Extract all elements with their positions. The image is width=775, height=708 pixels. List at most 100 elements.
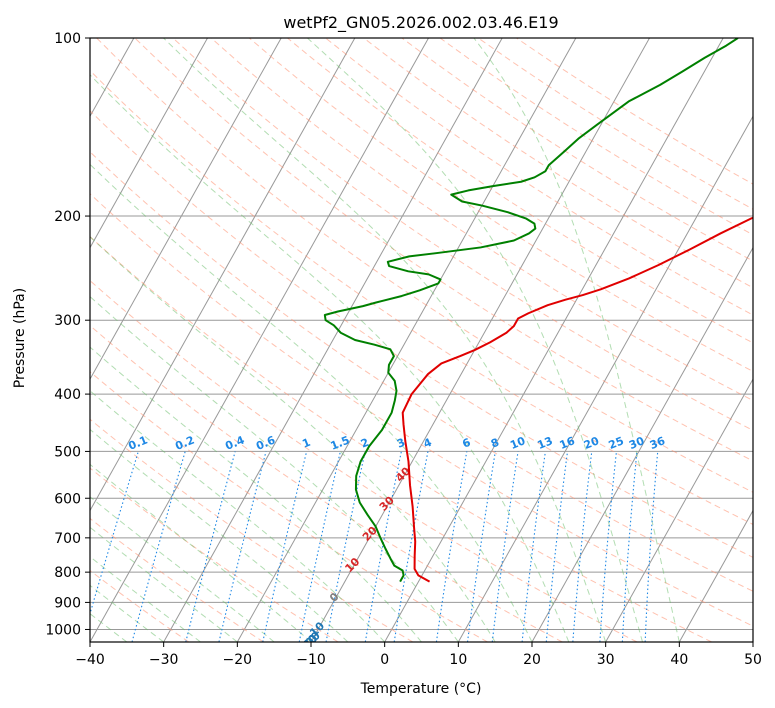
dry-adiabat-line [90, 371, 488, 642]
y-axis-ticks: 100 200 300 400 500 600 700 800 900 1000 [45, 31, 90, 638]
isotherm-line [531, 246, 753, 642]
mixing-ratio-label: 36 [648, 434, 667, 452]
dry-adiabat-line [248, 38, 753, 372]
mixing-ratio-line [185, 451, 236, 642]
dry-adiabat-line [90, 279, 638, 642]
isotherm-line [163, 38, 503, 642]
x-tick-label: 10 [449, 652, 467, 668]
mixing-ratio-line [572, 451, 593, 642]
skewed-isotherm-gridlines [90, 38, 753, 642]
moist-adiabat-line [90, 463, 312, 642]
x-tick-label: 50 [744, 652, 762, 668]
moist-adiabat-line [90, 390, 386, 642]
isobar-gridlines [90, 38, 753, 630]
dry-adiabat-label: -90 [297, 632, 320, 655]
dry-adiabat-line [90, 193, 753, 627]
dry-adiabat-line [90, 467, 339, 642]
dry-adiabat-line [90, 235, 712, 642]
dry-adiabat-line [134, 38, 753, 462]
mixing-ratio-label: 8 [489, 436, 501, 451]
chart-title: wetPf2_GN05.2026.002.03.46.E19 [283, 13, 558, 33]
x-tick-label: 20 [523, 652, 541, 668]
dry-adiabat-line [90, 69, 753, 525]
mixing-ratio-label: 30 [627, 434, 646, 452]
dry-adiabat-label: -20 [297, 632, 320, 655]
mixing-ratio-label: 13 [536, 434, 555, 452]
isotherm-line [384, 38, 724, 642]
dry-adiabat-label: -40 [297, 632, 320, 655]
mixing-ratio-line [218, 451, 267, 642]
mixing-ratio-label: 3 [395, 436, 407, 451]
dry-adiabat-label: -80 [297, 632, 320, 655]
isotherm-line [90, 38, 282, 381]
dry-adiabat-line [90, 324, 563, 642]
mixing-ratio-label: 1 [300, 436, 312, 451]
y-tick-label: 1000 [45, 622, 81, 638]
x-tick-label: −30 [149, 652, 179, 668]
mixing-ratio-label: 25 [607, 434, 626, 452]
y-tick-label: 600 [54, 491, 81, 507]
dewpoint-profile-line [323, 38, 739, 583]
mixing-ratio-line [466, 451, 496, 642]
temperature-profile-line [401, 216, 753, 583]
moist-adiabat-line [90, 295, 459, 642]
mixing-ratio-lines: 0.1 0.2 0.4 0.6 1 1.5 2 3 4 6 8 10 13 16 20 25 30 36 [90, 433, 667, 642]
y-tick-label: 700 [54, 531, 81, 547]
dry-adiabat-line [287, 38, 753, 344]
moist-adiabat-line [307, 38, 643, 642]
moist-adiabat-line [163, 38, 607, 642]
moist-adiabat-line [90, 74, 570, 642]
plot-frame [89, 37, 754, 643]
dry-adiabat-line [90, 110, 753, 558]
mixing-ratio-line [131, 451, 186, 642]
dry-adiabat-line [96, 38, 753, 493]
sounding-profiles [323, 38, 753, 583]
y-tick-label: 900 [54, 595, 81, 611]
mixing-ratio-line [262, 451, 308, 642]
mixing-ratio-line [545, 451, 569, 642]
moist-adiabat-line [90, 163, 533, 642]
mixing-ratio-line [521, 451, 546, 642]
moist-adiabat-line [90, 346, 422, 642]
y-tick-label: 500 [54, 444, 81, 460]
isotherm-line [457, 115, 753, 642]
moist-adiabats [90, 38, 680, 642]
moist-adiabat-line [90, 236, 496, 642]
mixing-ratio-label: 10 [508, 434, 527, 452]
y-tick-label: 200 [54, 209, 81, 225]
isotherm-line [310, 38, 650, 642]
x-tick-label: −40 [75, 652, 105, 668]
isotherm-line [605, 378, 753, 642]
isotherm-line [236, 38, 577, 642]
isotherm-line [90, 38, 356, 512]
dry-adiabat-line [90, 569, 190, 642]
dry-adiabats [90, 38, 753, 642]
mixing-ratio-line [435, 451, 468, 642]
mixing-ratio-line [90, 451, 139, 616]
dry-adiabat-label: -50 [297, 632, 320, 655]
x-tick-label: −20 [223, 652, 253, 668]
mixing-ratio-label: 20 [582, 434, 601, 452]
moist-adiabat-line [473, 38, 680, 642]
y-tick-label: 400 [54, 387, 81, 403]
x-tick-label: −10 [296, 652, 326, 668]
dry-adiabat-label: -30 [297, 632, 320, 655]
mixing-ratio-line [491, 451, 519, 642]
dry-adiabat-label: -60 [297, 632, 320, 655]
x-tick-label: 40 [670, 652, 688, 668]
isotherm-line [90, 38, 208, 249]
isotherm-line [678, 509, 753, 642]
dry-adiabat-label: -70 [297, 632, 320, 655]
mixing-ratio-label: 16 [558, 434, 577, 452]
y-tick-label: 300 [54, 313, 81, 329]
mixing-ratio-label: 2 [359, 436, 371, 451]
x-tick-label: 0 [380, 652, 389, 668]
y-tick-label: 100 [54, 31, 81, 47]
dry-adiabat-line [90, 517, 264, 642]
x-axis-label: Temperature (°C) [360, 681, 482, 697]
y-tick-label: 800 [54, 565, 81, 581]
moist-adiabat-line [90, 428, 349, 642]
x-tick-label: 30 [597, 652, 615, 668]
